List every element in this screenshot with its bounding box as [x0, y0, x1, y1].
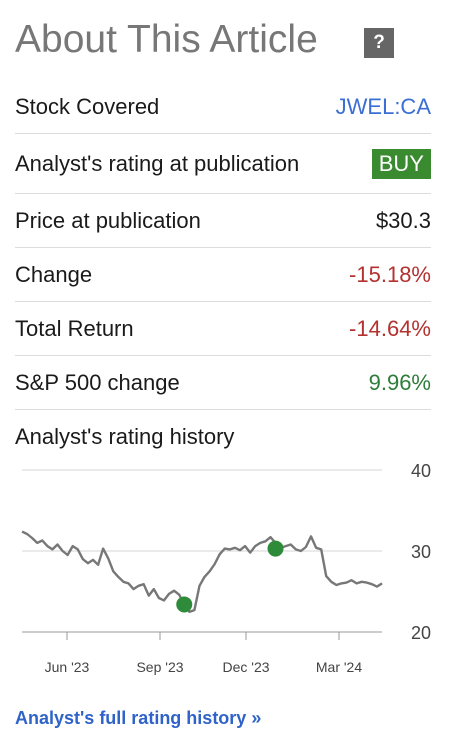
total-return-label: Total Return: [15, 315, 134, 341]
total-return-value: -14.64%: [349, 315, 431, 341]
row-change: Change -15.18%: [15, 248, 431, 302]
price-label: Price at publication: [15, 207, 201, 233]
price-line: [21, 530, 383, 613]
x-tick-label: Dec '23: [222, 659, 269, 675]
help-icon[interactable]: ?: [364, 28, 394, 58]
rating-history-title: Analyst's rating history: [15, 424, 235, 449]
analyst-rating-label: Analyst's rating at publication: [15, 150, 300, 176]
y-tick-label: 40: [411, 461, 431, 481]
stock-ticker-link[interactable]: JWEL:CA: [335, 93, 431, 119]
row-stock-covered: Stock Covered JWEL:CA: [15, 80, 431, 134]
rating-history-chart: 20 30 40 Jun '23 Sep '23 Dec '23 Mar '24: [21, 461, 431, 675]
y-tick-label: 30: [411, 542, 431, 562]
article-header: About This Article ?: [15, 14, 435, 64]
chart-x-ticks: Jun '23 Sep '23 Dec '23 Mar '24: [45, 632, 362, 675]
x-tick-label: Jun '23: [45, 659, 90, 675]
row-sp500-change: S&P 500 change 9.96%: [15, 356, 431, 410]
x-tick-label: Mar '24: [316, 659, 362, 675]
sp500-label: S&P 500 change: [15, 369, 180, 395]
stock-covered-label: Stock Covered: [15, 93, 160, 119]
full-rating-history-link[interactable]: Analyst's full rating history »: [15, 708, 262, 728]
chart-series: [21, 530, 383, 613]
chart-markers: [176, 540, 284, 613]
change-label: Change: [15, 261, 93, 287]
row-price-at-publication: Price at publication $30.3: [15, 194, 431, 248]
row-total-return: Total Return -14.64%: [15, 302, 431, 356]
chart-y-ticks: 20 30 40: [411, 461, 431, 643]
sp500-value: 9.96%: [368, 369, 431, 395]
y-tick-label: 20: [411, 623, 431, 643]
row-analyst-rating: Analyst's rating at publication BUY: [15, 134, 431, 194]
x-tick-label: Sep '23: [136, 659, 183, 675]
rating-marker[interactable]: [267, 540, 284, 557]
change-value: -15.18%: [349, 261, 431, 287]
price-value: $30.3: [375, 207, 431, 233]
chart-grid: [22, 469, 382, 633]
rating-badge: BUY: [371, 148, 431, 179]
page-title: About This Article: [15, 18, 318, 61]
rating-marker[interactable]: [176, 596, 193, 613]
